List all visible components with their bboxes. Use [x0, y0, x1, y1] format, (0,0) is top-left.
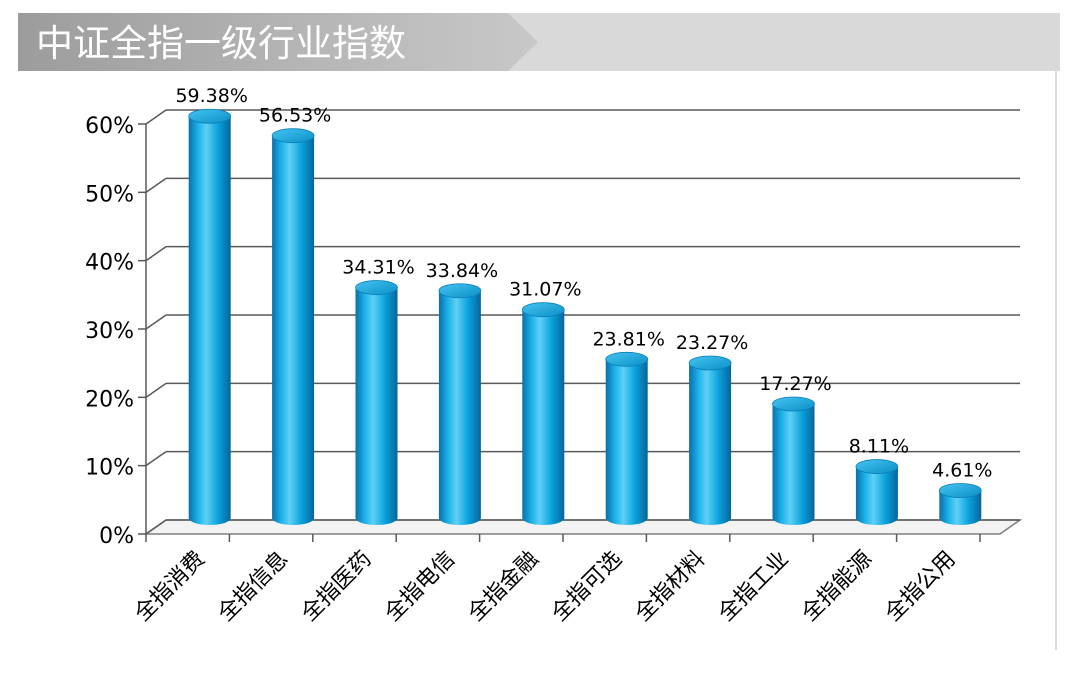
data-label: 8.11%: [849, 436, 909, 458]
bar-cap: [688, 355, 732, 371]
data-label: 23.81%: [592, 328, 664, 350]
bar-body: [605, 359, 648, 525]
gridline-depth: [145, 451, 167, 467]
bar: [938, 483, 982, 525]
y-tick-label: 0%: [99, 524, 134, 549]
x-tick-label: 全指可选: [547, 547, 627, 627]
bar-cap: [938, 483, 982, 498]
data-label: 56.53%: [259, 105, 331, 127]
x-tick-label: 全指工业: [714, 547, 794, 627]
bar: [855, 459, 899, 525]
gridline-depth: [145, 177, 167, 193]
bar-body: [772, 403, 815, 525]
y-tick-label: 30%: [85, 319, 134, 344]
bar-cap: [355, 280, 398, 295]
data-label: 31.07%: [509, 279, 581, 301]
bar-cap: [855, 459, 899, 474]
bar-body: [855, 466, 898, 525]
bar: [438, 283, 482, 525]
y-tick-label: 40%: [85, 251, 134, 276]
bar-cap: [438, 283, 482, 299]
gridline-depth: [145, 109, 167, 125]
x-tick-label: 全指材料: [630, 547, 710, 627]
x-tick-label: 全指金融: [464, 547, 544, 627]
gridline-depth: [145, 314, 167, 330]
data-label: 33.84%: [426, 260, 498, 282]
bar: [355, 280, 398, 525]
gridline-depth: [145, 246, 167, 262]
plot-area: 0% 10% 20% 30% 40% 50% 60% 59.38% 全指消费 56.53% 全指信息…: [85, 85, 1023, 627]
x-tick-label: 全指电信: [380, 547, 460, 627]
bar-cap: [772, 396, 815, 412]
bar-body: [438, 290, 481, 525]
data-label: 59.38%: [175, 85, 247, 107]
data-label: 34.31%: [342, 257, 414, 279]
data-label: 4.61%: [932, 459, 992, 481]
x-tick-label: 全指信息: [213, 547, 293, 627]
x-tick-label: 全指公用: [881, 547, 961, 627]
bar-body: [522, 309, 565, 525]
y-tick-label: 60%: [85, 114, 134, 139]
bar: [688, 355, 732, 525]
y-tick-label: 20%: [85, 387, 134, 412]
bar: [605, 351, 649, 525]
bar-body: [188, 116, 231, 525]
bar-cap: [605, 351, 649, 367]
bar-cap: [521, 302, 565, 318]
gridline-depth: [145, 519, 167, 535]
header-banner: 中证全指一级行业指数: [18, 13, 1060, 71]
y-tick-label: 50%: [85, 182, 134, 207]
page-title: 中证全指一级行业指数: [36, 22, 406, 65]
gridline-depth: [145, 382, 167, 398]
bar-cap: [271, 128, 315, 144]
bar-cap: [188, 108, 232, 124]
data-label: 17.27%: [759, 373, 831, 395]
x-tick-label: 全指消费: [130, 547, 210, 627]
y-tick-label: 10%: [85, 456, 134, 481]
banner-arrow-shape: [18, 13, 538, 71]
bar: [521, 302, 565, 525]
data-label: 23.27%: [676, 332, 748, 354]
x-tick-label: 全指能源: [797, 547, 877, 627]
bar: [271, 128, 315, 525]
x-tick-label: 全指医药: [297, 547, 377, 627]
bar-body: [689, 362, 732, 525]
bar-body: [355, 287, 398, 525]
bar: [772, 396, 815, 525]
bar-body: [272, 135, 315, 525]
bar: [188, 108, 232, 525]
bar-body: [939, 490, 982, 525]
